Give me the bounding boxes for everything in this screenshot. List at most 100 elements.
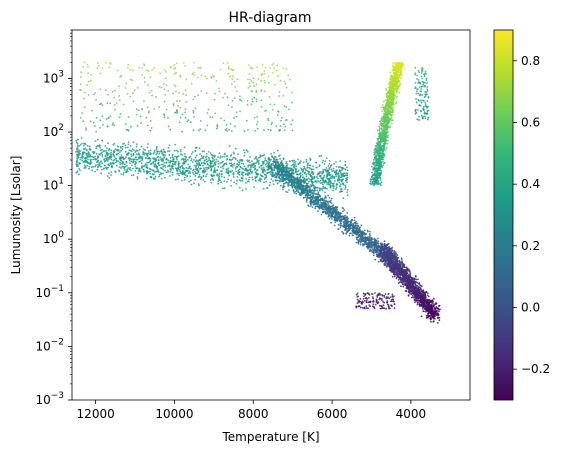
star-point: [104, 145, 107, 147]
star-point: [310, 199, 312, 202]
star-point: [380, 245, 383, 248]
star-point: [213, 167, 216, 169]
star-point: [283, 182, 285, 185]
star-point: [183, 153, 186, 155]
star-point: [409, 274, 411, 276]
star-point: [340, 169, 343, 172]
star-point: [130, 155, 133, 158]
star-point: [388, 258, 391, 260]
star-point: [422, 289, 425, 292]
star-point: [398, 260, 400, 262]
star-point: [223, 187, 226, 190]
star-point: [146, 155, 149, 158]
star-point: [306, 178, 308, 181]
star-point: [411, 284, 414, 287]
star-point: [361, 234, 364, 237]
star-point: [162, 159, 165, 162]
star-point: [212, 160, 214, 162]
star-point: [99, 153, 101, 156]
star-point: [238, 173, 241, 176]
star-point: [76, 144, 79, 147]
star-point: [138, 153, 140, 156]
star-point: [328, 211, 330, 213]
star-point: [169, 170, 172, 173]
star-point: [218, 175, 221, 178]
star-point: [387, 255, 390, 258]
star-point: [113, 155, 116, 158]
star-point: [119, 145, 122, 148]
star-point: [362, 244, 364, 247]
star-point: [378, 254, 380, 257]
star-point: [438, 304, 441, 307]
star-point: [426, 300, 429, 303]
star-point: [272, 173, 274, 176]
star-point: [367, 236, 369, 239]
star-point: [294, 163, 297, 166]
star-point: [393, 261, 395, 264]
star-point: [410, 282, 413, 284]
star-point: [305, 201, 308, 203]
star-point: [294, 170, 297, 173]
star-point: [328, 217, 331, 220]
star-point: [406, 281, 409, 284]
star-point: [272, 162, 274, 165]
star-point: [219, 162, 222, 165]
star-point: [246, 150, 249, 153]
star-point: [420, 315, 423, 318]
star-point: [248, 178, 250, 181]
star-point: [130, 174, 133, 177]
star-point: [210, 169, 213, 172]
star-point: [391, 263, 394, 266]
star-point: [409, 284, 412, 286]
star-point: [416, 301, 419, 304]
star-point: [318, 204, 321, 207]
star-point: [324, 196, 327, 198]
star-point: [396, 254, 399, 257]
star-point: [300, 183, 303, 186]
star-point: [408, 291, 411, 294]
star-point: [127, 141, 130, 143]
star-point: [95, 152, 98, 155]
star-point: [227, 169, 230, 172]
star-point: [298, 185, 301, 188]
star-point: [84, 165, 87, 168]
star-point: [201, 150, 204, 153]
star-point: [216, 174, 219, 177]
star-point: [400, 268, 403, 271]
star-point: [241, 189, 244, 192]
star-point: [154, 159, 157, 162]
star-point: [416, 299, 419, 302]
star-point: [153, 163, 155, 165]
star-point: [374, 242, 377, 245]
star-point: [419, 300, 421, 302]
star-point: [162, 158, 164, 161]
star-point: [333, 182, 335, 185]
star-point: [183, 171, 186, 174]
star-point: [265, 165, 268, 168]
star-point: [96, 160, 99, 163]
star-point: [255, 172, 258, 175]
star-point: [202, 179, 205, 181]
star-point: [81, 157, 84, 160]
star-point: [319, 188, 321, 191]
star-point: [107, 166, 110, 169]
star-point: [393, 273, 396, 276]
star-point: [352, 232, 355, 235]
star-point: [81, 159, 84, 162]
star-point: [219, 166, 222, 169]
star-point: [392, 266, 394, 268]
star-point: [236, 159, 239, 162]
star-point: [163, 164, 166, 167]
star-point: [298, 177, 300, 179]
star-point: [386, 265, 389, 268]
star-point: [279, 158, 281, 160]
star-point: [299, 192, 301, 195]
star-point: [394, 261, 397, 264]
star-point: [180, 148, 182, 151]
star-point: [364, 242, 367, 245]
star-point: [163, 150, 166, 153]
star-point: [371, 238, 374, 241]
star-point: [78, 168, 81, 170]
star-point: [135, 158, 138, 161]
star-point: [246, 180, 249, 183]
